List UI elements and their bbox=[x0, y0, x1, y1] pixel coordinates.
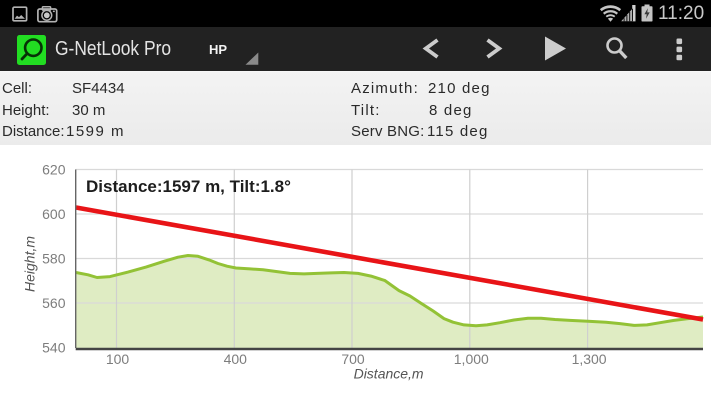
svg-text:1,300: 1,300 bbox=[572, 351, 607, 367]
svg-text:400: 400 bbox=[224, 351, 248, 367]
svg-text:600: 600 bbox=[42, 206, 66, 222]
svg-text:Distance:1597 m, Tilt:1.8°: Distance:1597 m, Tilt:1.8° bbox=[86, 177, 291, 196]
svg-text:100: 100 bbox=[106, 351, 130, 367]
svg-text:Distance,m: Distance,m bbox=[354, 366, 424, 382]
svg-text:700: 700 bbox=[341, 351, 365, 367]
svg-text:620: 620 bbox=[42, 162, 66, 178]
svg-text:580: 580 bbox=[42, 251, 66, 267]
svg-text:540: 540 bbox=[42, 340, 66, 356]
svg-text:Height,m: Height,m bbox=[22, 236, 38, 292]
svg-text:1,000: 1,000 bbox=[454, 351, 489, 367]
svg-text:560: 560 bbox=[42, 295, 66, 311]
